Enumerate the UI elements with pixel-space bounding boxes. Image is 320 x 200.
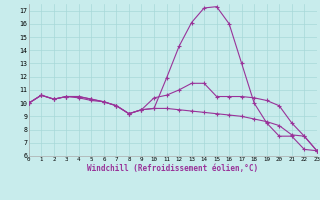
X-axis label: Windchill (Refroidissement éolien,°C): Windchill (Refroidissement éolien,°C) xyxy=(87,164,258,173)
